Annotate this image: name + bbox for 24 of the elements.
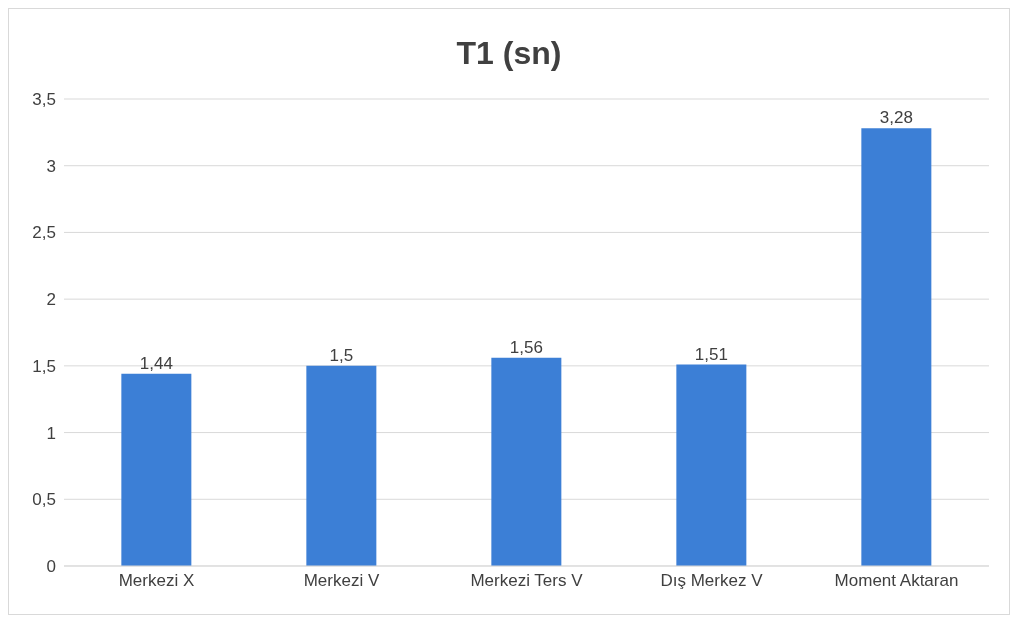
bar — [306, 365, 377, 566]
data-label: 1,51 — [694, 344, 728, 364]
chart-title: T1 (sn) — [455, 35, 563, 73]
data-label: 1,44 — [139, 353, 173, 373]
data-label: 3,28 — [879, 108, 913, 128]
y-tick-label: 0,5 — [32, 490, 56, 510]
y-tick-label: 3 — [46, 156, 56, 176]
x-tick-label: Merkezi X — [118, 571, 195, 591]
y-tick-label: 2,5 — [32, 223, 56, 243]
x-tick-label: Dış Merkez V — [660, 571, 764, 591]
y-tick-label: 1 — [46, 423, 56, 443]
x-tick-label: Moment Aktaran — [834, 571, 959, 591]
bar — [121, 373, 192, 566]
y-tick-label: 0 — [46, 557, 56, 577]
y-tick-label: 3,5 — [32, 90, 56, 110]
x-tick-label: Merkezi Ters V — [470, 571, 584, 591]
y-tick-label: 2 — [46, 290, 56, 310]
bar — [676, 364, 747, 566]
data-label: 1,5 — [329, 345, 354, 365]
x-tick-label: Merkezi V — [303, 571, 380, 591]
bar — [861, 128, 932, 566]
y-tick-label: 1,5 — [32, 356, 56, 376]
data-label: 1,56 — [509, 337, 543, 357]
bar — [491, 357, 562, 566]
